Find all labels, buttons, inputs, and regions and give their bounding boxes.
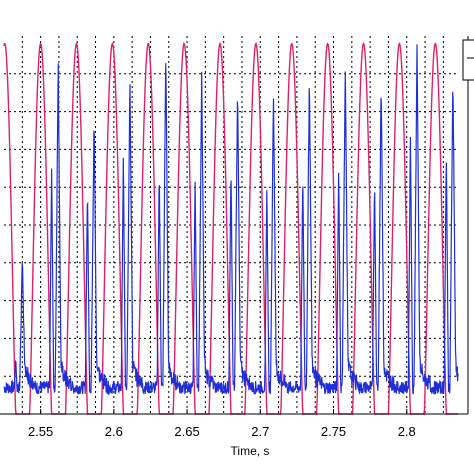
x-axis-title: Time, s	[231, 444, 270, 458]
x-tick-label: 2.8	[398, 424, 416, 439]
x-tick-label: 2.7	[251, 424, 269, 439]
x-tick-label: 2.65	[174, 424, 199, 439]
legend-box	[462, 39, 474, 81]
axes: 2.55 2.6 2.65 2.7 2.75 2.8	[0, 36, 469, 439]
plot-series	[3, 41, 459, 415]
legend	[462, 39, 474, 81]
x-tick-label: 2.55	[28, 424, 53, 439]
x-tick-label: 2.6	[105, 424, 123, 439]
series-line-blue	[3, 44, 459, 395]
x-tick-label: 2.75	[321, 424, 346, 439]
